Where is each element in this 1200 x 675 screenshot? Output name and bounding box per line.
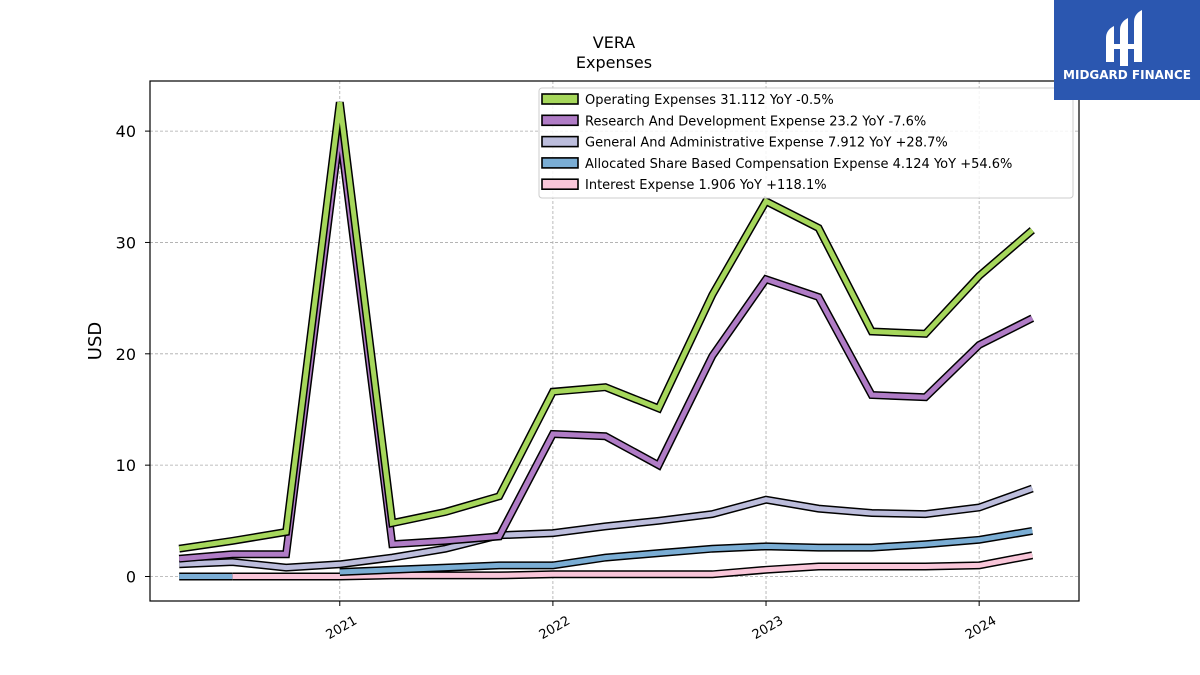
chart-title: VERA <box>593 33 636 52</box>
legend-item: Operating Expenses 31.112 YoY -0.5% <box>541 93 834 108</box>
series-3 <box>179 526 1033 581</box>
y-tick-label: 40 <box>116 122 136 141</box>
legend: Operating Expenses 31.112 YoY -0.5% Resea… <box>538 87 1074 199</box>
x-tick-label: 2022 <box>537 613 573 643</box>
series-line <box>179 486 1034 571</box>
legend-swatch <box>541 178 579 190</box>
x-tick-label: 2021 <box>324 613 360 643</box>
legend-item: Research And Development Expense 23.2 Yo… <box>541 114 926 129</box>
series-lines <box>178 101 1035 581</box>
series-4 <box>232 551 1034 581</box>
y-axis-label: USD <box>85 322 106 360</box>
brand-logo: MIDGARD FINANCE <box>1054 0 1200 100</box>
brand-name: MIDGARD FINANCE <box>1063 68 1191 82</box>
legend-box <box>538 87 1074 199</box>
series-0 <box>178 101 1035 553</box>
legend-label: Interest Expense 1.906 YoY +118.1% <box>585 178 827 193</box>
series-line <box>178 101 1034 552</box>
y-tick-label: 20 <box>116 345 136 364</box>
series-line <box>339 528 1033 575</box>
plot-frame <box>149 80 1080 602</box>
x-tick-label: 2023 <box>750 613 786 643</box>
y-tick-label: 0 <box>126 568 136 587</box>
legend-label: Allocated Share Based Compensation Expen… <box>585 157 1012 172</box>
legend-swatch <box>541 135 579 148</box>
chart-subtitle: Expenses <box>576 53 652 72</box>
legend-swatch <box>541 114 579 127</box>
legend-label: General And Administrative Expense 7.912… <box>585 136 948 151</box>
series-2 <box>179 484 1034 572</box>
legend-label: Operating Expenses 31.112 YoY -0.5% <box>585 93 834 108</box>
legend-swatch <box>541 157 579 169</box>
series-line <box>232 552 1033 579</box>
x-tick-label: 2024 <box>963 613 999 643</box>
y-tick-label: 30 <box>116 233 136 252</box>
legend-swatch <box>541 93 579 105</box>
midgard-logo-icon <box>1106 10 1142 66</box>
legend-label: Research And Development Expense 23.2 Yo… <box>585 114 926 129</box>
legend-item: Allocated Share Based Compensation Expen… <box>541 157 1012 172</box>
legend-item: General And Administrative Expense 7.912… <box>541 135 948 151</box>
y-tick-label: 10 <box>116 456 136 475</box>
legend-item: Interest Expense 1.906 YoY +118.1% <box>541 178 827 193</box>
